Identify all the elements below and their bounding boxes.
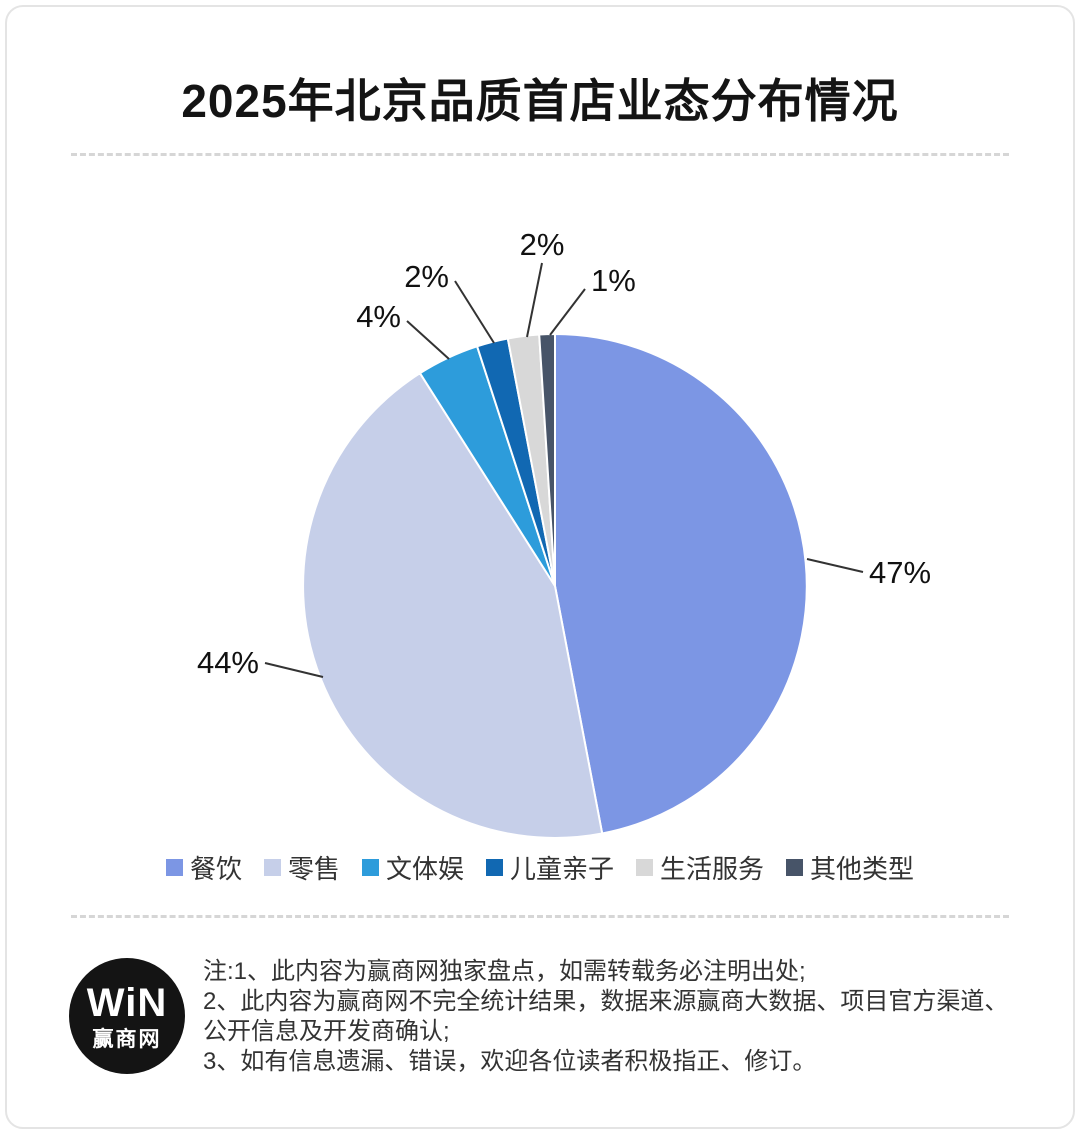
infographic-card: 2025年北京品质首店业态分布情况 47% 44% 4% 2% 2% 1% 餐饮 零售 文体娱… xyxy=(5,5,1075,1129)
pie-label-5: 1% xyxy=(591,263,636,298)
legend-item-5: 其他类型 xyxy=(786,849,914,886)
leader-line-5 xyxy=(549,288,586,336)
footer-note-line: 3、如有信息遗漏、错误，欢迎各位读者积极指正、修订。 xyxy=(203,1048,817,1075)
pie-label-4: 2% xyxy=(520,227,565,262)
logo-brand-cn-text: 赢商网 xyxy=(92,1027,162,1051)
bottom-divider xyxy=(71,915,1009,918)
winshang-logo: WiN 赢商网 xyxy=(69,958,185,1074)
legend-label-0: 餐饮 xyxy=(189,854,242,884)
pie-label-2: 4% xyxy=(356,299,401,334)
pie-slice-1 xyxy=(302,372,604,839)
pie-slice-0 xyxy=(554,333,808,835)
legend-swatch-2 xyxy=(361,859,379,876)
leader-line-2 xyxy=(406,320,450,360)
chart-legend: 餐饮 零售 文体娱 儿童亲子 生活服务 其他类型 xyxy=(7,849,1073,886)
legend-swatch-0 xyxy=(165,859,183,876)
top-divider xyxy=(71,153,1009,156)
legend-item-4: 生活服务 xyxy=(636,849,764,886)
pie-slice-5 xyxy=(538,333,556,587)
footer-note-line: 注:1、此内容为赢商网独家盘点，如需转载务必注明出处; xyxy=(203,958,806,985)
leader-line-0 xyxy=(806,558,864,573)
legend-item-0: 餐饮 xyxy=(165,849,242,886)
legend-label-4: 生活服务 xyxy=(660,854,765,884)
pie-label-1: 44% xyxy=(197,645,259,680)
leader-line-1 xyxy=(264,662,324,678)
legend-swatch-5 xyxy=(786,859,804,876)
legend-item-3: 儿童亲子 xyxy=(486,849,614,886)
legend-item-2: 文体娱 xyxy=(361,849,464,886)
pie-label-3: 2% xyxy=(404,259,449,294)
legend-label-2: 文体娱 xyxy=(385,854,464,884)
legend-item-1: 零售 xyxy=(263,849,340,886)
legend-label-1: 零售 xyxy=(287,854,340,884)
footer-note-line: 公开信息及开发商确认; xyxy=(203,1018,450,1045)
pie-chart-svg: 47%44%4%2%2%1% xyxy=(197,227,931,839)
leader-line-3 xyxy=(454,280,495,344)
legend-swatch-3 xyxy=(486,859,503,876)
leader-line-4 xyxy=(526,262,543,338)
pie-label-0: 47% xyxy=(869,555,931,590)
legend-swatch-4 xyxy=(636,859,654,876)
legend-label-3: 儿童亲子 xyxy=(510,854,615,884)
legend-swatch-1 xyxy=(263,859,281,876)
legend-label-5: 其他类型 xyxy=(810,854,915,884)
page-title: 2025年北京品质首店业态分布情况 xyxy=(181,75,899,127)
logo-brand-text: WiN xyxy=(86,980,168,1025)
footer-notes: 注:1、此内容为赢商网独家盘点，如需转载务必注明出处; 2、此内容为赢商网不完全… xyxy=(203,957,1023,1077)
footer-note-line: 2、此内容为赢商网不完全统计结果，数据来源赢商大数据、项目官方渠道、 xyxy=(203,988,1009,1015)
